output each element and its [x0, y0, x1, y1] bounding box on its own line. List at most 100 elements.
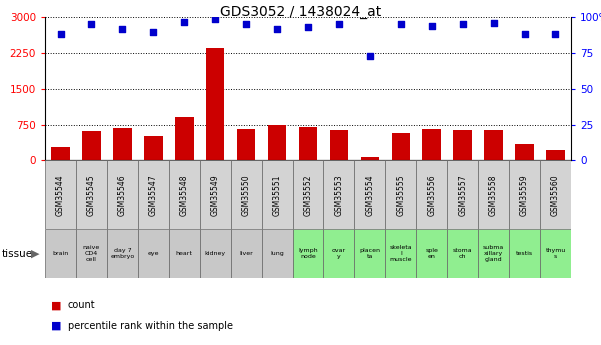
Text: GDS3052 / 1438024_at: GDS3052 / 1438024_at [220, 5, 381, 19]
Text: GSM35557: GSM35557 [458, 174, 467, 216]
Bar [385, 229, 416, 278]
Point [365, 53, 374, 59]
Text: heart: heart [176, 251, 193, 256]
Bar [200, 229, 231, 278]
Bar [546, 150, 565, 160]
Text: subma
xillary
gland: subma xillary gland [483, 245, 504, 262]
Point [334, 22, 344, 27]
Text: GSM35549: GSM35549 [211, 174, 220, 216]
Bar [144, 136, 163, 160]
Text: stoma
ch: stoma ch [453, 248, 472, 259]
Bar [416, 160, 447, 229]
Text: ▶: ▶ [31, 249, 39, 258]
Text: GSM35558: GSM35558 [489, 174, 498, 216]
Text: GSM35548: GSM35548 [180, 174, 189, 216]
Bar [268, 125, 286, 160]
Text: ovar
y: ovar y [332, 248, 346, 259]
Point [458, 22, 468, 27]
Bar [107, 160, 138, 229]
Bar [82, 131, 101, 160]
Text: GSM35550: GSM35550 [242, 174, 251, 216]
Bar [453, 130, 472, 160]
Bar [323, 229, 355, 278]
Point [118, 26, 127, 31]
Bar [45, 229, 76, 278]
Text: thymu
s: thymu s [545, 248, 566, 259]
Bar [299, 127, 317, 160]
Point [396, 22, 406, 27]
Text: sple
en: sple en [426, 248, 438, 259]
Text: GSM35559: GSM35559 [520, 174, 529, 216]
Point [180, 19, 189, 24]
Bar [447, 229, 478, 278]
Bar [423, 129, 441, 160]
Text: ■: ■ [51, 321, 61, 331]
Bar [293, 229, 323, 278]
Text: GSM35556: GSM35556 [427, 174, 436, 216]
Text: GSM35560: GSM35560 [551, 174, 560, 216]
Bar [540, 229, 571, 278]
Text: naive
CD4
cell: naive CD4 cell [83, 245, 100, 262]
Point [551, 32, 560, 37]
Point [242, 22, 251, 27]
Point [520, 32, 529, 37]
Bar [478, 160, 509, 229]
Text: GSM35552: GSM35552 [304, 174, 313, 216]
Bar [138, 160, 169, 229]
Bar [509, 160, 540, 229]
Bar [113, 128, 132, 160]
Point [427, 23, 436, 29]
Bar [169, 160, 200, 229]
Text: GSM35555: GSM35555 [396, 174, 405, 216]
Text: liver: liver [239, 251, 253, 256]
Bar [76, 160, 107, 229]
Bar [330, 130, 348, 160]
Bar [206, 48, 225, 160]
Bar [361, 157, 379, 160]
Bar [416, 229, 447, 278]
Bar [293, 160, 323, 229]
Bar [76, 229, 107, 278]
Bar [355, 160, 385, 229]
Bar [323, 160, 355, 229]
Point [56, 32, 66, 37]
Text: GSM35551: GSM35551 [273, 174, 282, 216]
Text: eye: eye [148, 251, 159, 256]
Point [210, 16, 220, 21]
Text: lung: lung [270, 251, 284, 256]
Bar [447, 160, 478, 229]
Bar [484, 130, 503, 160]
Text: day 7
embryо: day 7 embryо [111, 248, 135, 259]
Text: placen
ta: placen ta [359, 248, 380, 259]
Bar [261, 160, 293, 229]
Bar [175, 117, 194, 160]
Bar [51, 147, 70, 160]
Bar [45, 160, 76, 229]
Text: tissue: tissue [2, 249, 33, 258]
Bar [200, 160, 231, 229]
Bar [478, 229, 509, 278]
Text: percentile rank within the sample: percentile rank within the sample [68, 321, 233, 331]
Text: kidney: kidney [205, 251, 226, 256]
Point [489, 20, 498, 26]
Bar [261, 229, 293, 278]
Text: GSM35545: GSM35545 [87, 174, 96, 216]
Text: GSM35554: GSM35554 [365, 174, 374, 216]
Text: GSM35546: GSM35546 [118, 174, 127, 216]
Text: skeleta
l
muscle: skeleta l muscle [389, 245, 412, 262]
Text: GSM35544: GSM35544 [56, 174, 65, 216]
Point [272, 26, 282, 31]
Bar [515, 144, 534, 160]
Point [303, 24, 313, 30]
Bar [138, 229, 169, 278]
Text: lymph
node: lymph node [298, 248, 318, 259]
Bar [107, 229, 138, 278]
Bar [540, 160, 571, 229]
Text: count: count [68, 300, 96, 310]
Bar [355, 229, 385, 278]
Text: GSM35553: GSM35553 [334, 174, 343, 216]
Bar [237, 129, 255, 160]
Bar [231, 229, 261, 278]
Point [148, 29, 158, 34]
Bar [509, 229, 540, 278]
